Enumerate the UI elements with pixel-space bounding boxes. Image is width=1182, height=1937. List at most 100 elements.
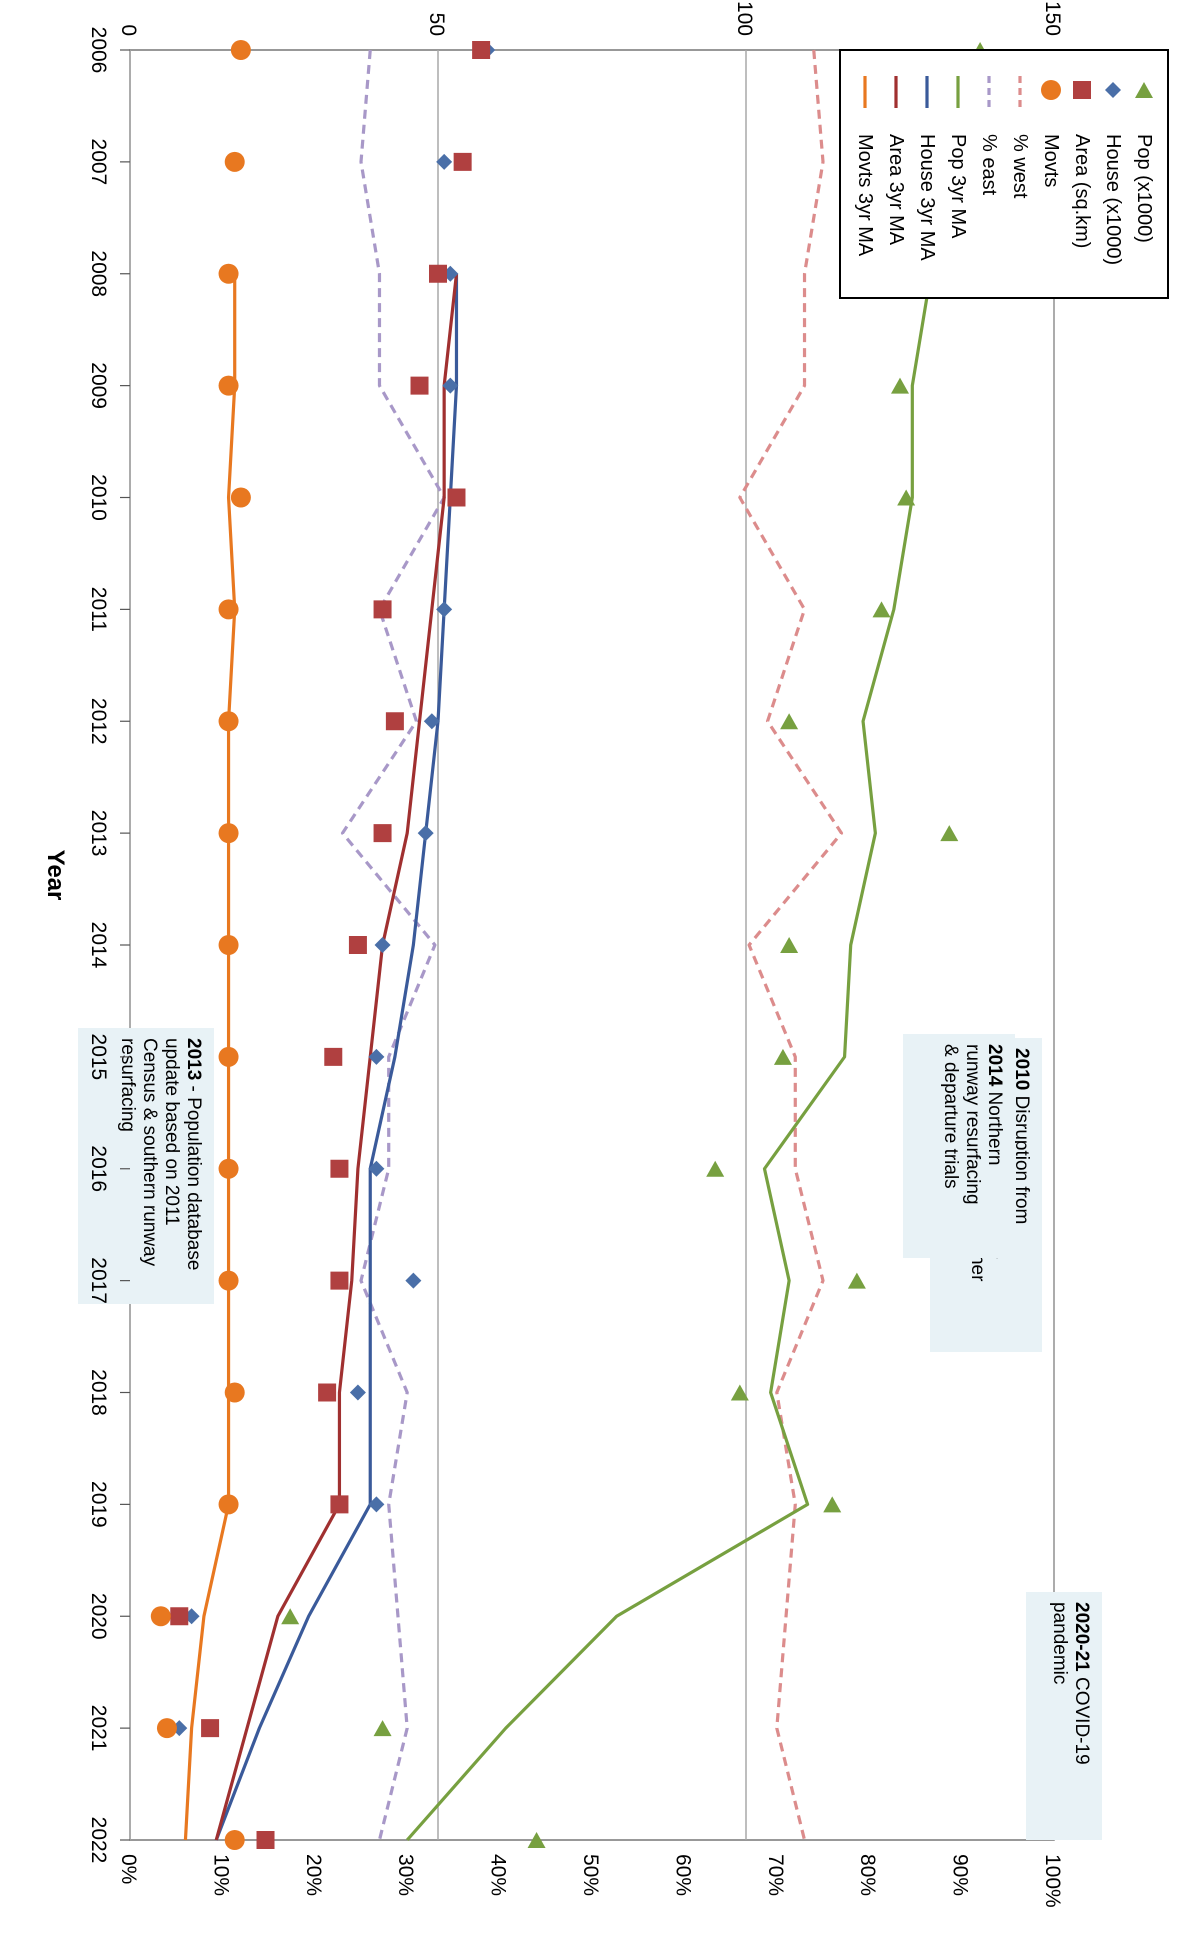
data-point-house-x1000-: [436, 601, 453, 618]
data-point-area-sq-km-: [453, 152, 472, 171]
legend-label: Movts 3yr MA: [854, 134, 876, 257]
data-point-area-sq-km-: [472, 41, 491, 59]
x-tick-label: 2017: [87, 1257, 110, 1304]
data-point-pop-x1000-: [891, 377, 909, 394]
x-axis-title: Year: [42, 850, 69, 901]
legend-marker: [1135, 82, 1153, 98]
data-point-movts: [218, 263, 239, 284]
x-tick-label: 2006: [87, 27, 110, 74]
data-point-area-sq-km-: [318, 1383, 337, 1402]
data-point-pop-x1000-: [847, 1272, 866, 1289]
legend-label: House 3yr MA: [916, 134, 938, 261]
data-point-area-sq-km-: [330, 1495, 349, 1514]
data-point-area-sq-km-: [256, 1831, 275, 1849]
x-tick-label: 2011: [87, 587, 110, 632]
legend-label: Pop (x1000): [1133, 134, 1155, 243]
data-point-movts: [230, 40, 251, 60]
y-right-tick-label: 50%: [579, 1854, 602, 1896]
data-point-movts: [230, 487, 251, 508]
annotation-text: & departure trials: [940, 1044, 961, 1189]
x-tick-label: 2020: [87, 1593, 110, 1640]
data-point-area-sq-km-: [447, 488, 466, 507]
data-point-area-sq-km-: [373, 600, 392, 619]
data-point-movts: [218, 711, 239, 732]
annotation-text: 2014 Northern: [984, 1044, 1005, 1165]
data-point-house-x1000-: [368, 1496, 385, 1513]
data-point-movts: [218, 1270, 239, 1291]
data-point-area-sq-km-: [324, 1047, 343, 1066]
legend-marker: [1073, 81, 1091, 99]
data-point-house-x1000-: [368, 1160, 385, 1177]
y-right-tick-label: 60%: [671, 1854, 694, 1896]
legend-label: Movts: [1040, 134, 1062, 187]
data-point-pop-x1000-: [730, 1384, 749, 1401]
series-line-house-3yr-ma: [214, 273, 459, 1841]
data-point-pop-x1000-: [823, 1496, 842, 1513]
x-tick-label: 2012: [87, 698, 110, 745]
data-point-movts: [218, 823, 239, 844]
y-right-tick-label: 40%: [487, 1854, 510, 1896]
data-point-movts: [218, 1158, 239, 1179]
legend-label: Pop 3yr MA: [947, 134, 969, 239]
annotation-text: resurfacing: [117, 1038, 138, 1132]
series-line-pop-3yr-ma: [405, 273, 933, 1842]
y-left-tick-label: 150: [1041, 1, 1064, 36]
data-point-house-x1000-: [417, 825, 434, 842]
legend-label: % east: [978, 134, 1000, 196]
x-tick-label: 2021: [87, 1705, 110, 1752]
data-point-area-sq-km-: [429, 264, 447, 283]
data-point-area-sq-km-: [373, 824, 392, 843]
annotation-text: 2010 Disruption from: [1011, 1048, 1032, 1224]
data-point-pop-x1000-: [706, 1160, 725, 1177]
annotation-box: [1026, 1592, 1102, 1840]
y-right-tick-label: 30%: [394, 1854, 417, 1896]
data-point-house-x1000-: [349, 1384, 366, 1401]
data-point-area-sq-km-: [410, 376, 429, 395]
data-point-house-x1000-: [423, 713, 440, 730]
data-point-area-sq-km-: [330, 1159, 349, 1178]
x-tick-label: 2016: [87, 1145, 110, 1192]
series-layer: [150, 40, 990, 1850]
x-tick-label: 2014: [87, 922, 110, 969]
data-point-house-x1000-: [436, 153, 453, 170]
x-tick-label: 2019: [87, 1481, 110, 1528]
y-right-tick-label: 10%: [209, 1854, 232, 1896]
legend-label: House (x1000): [1102, 134, 1124, 265]
legend: Pop (x1000) House (x1000) Area (sq.km) Movt…: [839, 49, 1169, 299]
data-point-pop-x1000-: [780, 713, 799, 730]
data-point-house-x1000-: [368, 1048, 385, 1065]
x-tick-label: 2008: [87, 250, 110, 297]
y-right-tick-label: 80%: [856, 1854, 879, 1896]
x-tick-label: 2013: [87, 810, 110, 857]
data-point-pop-x1000-: [940, 825, 959, 842]
data-point-pop-x1000-: [897, 489, 916, 506]
data-point-movts: [224, 1382, 245, 1403]
y-left-tick-label: 0: [117, 24, 140, 36]
data-point-pop-x1000-: [780, 937, 799, 953]
annotation-box: [903, 1034, 1015, 1258]
data-point-pop-x1000-: [527, 1832, 546, 1848]
data-point-pop-x1000-: [373, 1720, 392, 1737]
data-point-movts: [218, 935, 239, 955]
data-point-area-sq-km-: [170, 1607, 189, 1626]
annotation-text: 2020-21 COVID-19: [1071, 1602, 1092, 1765]
data-point-movts: [224, 151, 245, 172]
data-point-house-x1000-: [442, 377, 459, 394]
data-point-area-sq-km-: [385, 712, 404, 731]
legend-marker: [1041, 80, 1061, 100]
data-point-movts: [224, 1830, 245, 1850]
series-line--west: [738, 49, 844, 1841]
data-point-movts: [218, 375, 239, 396]
annotation-text: pandemic: [1049, 1602, 1070, 1684]
x-tick-label: 2009: [87, 362, 110, 409]
legend-frame: [839, 49, 1169, 299]
y-right-tick-label: 20%: [302, 1854, 325, 1896]
data-point-movts: [150, 1606, 171, 1627]
data-point-pop-x1000-: [281, 1608, 300, 1625]
annotation-text: runway resurfacing: [962, 1044, 983, 1205]
data-point-movts: [218, 1046, 239, 1067]
plot-frame: [129, 49, 1055, 1841]
